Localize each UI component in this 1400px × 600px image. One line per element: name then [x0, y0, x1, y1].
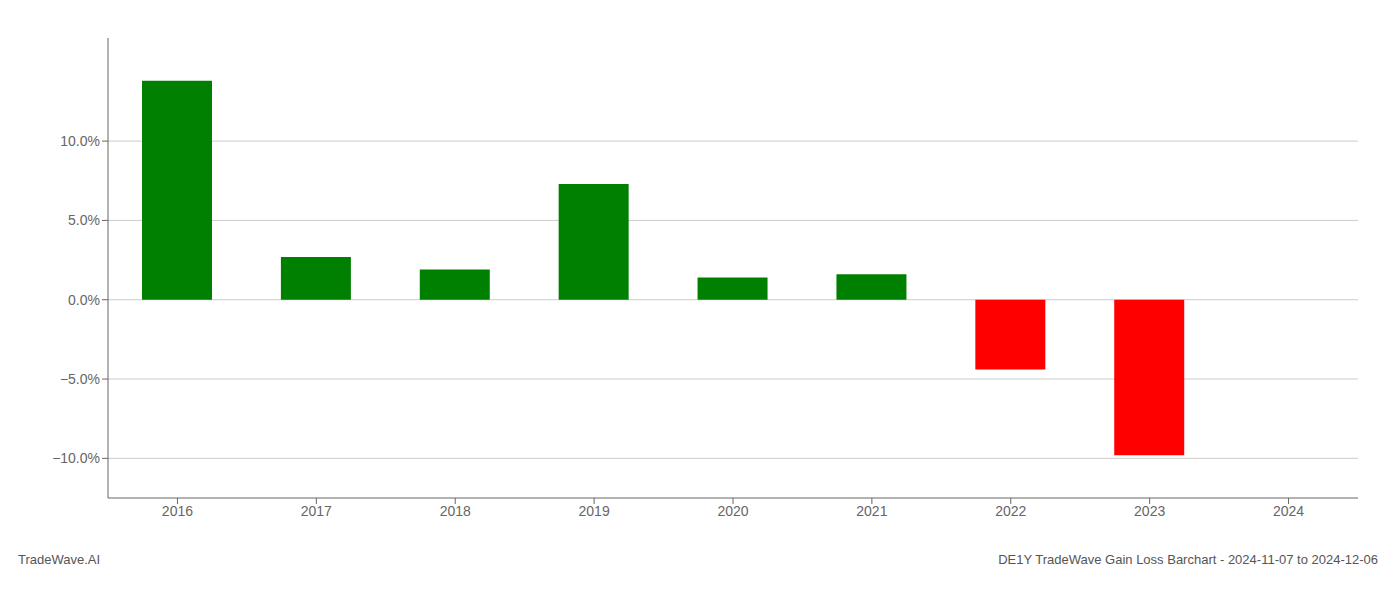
svg-text:2020: 2020 [717, 503, 748, 519]
html-text:TradeWave.AI: TradeWave.AI [18, 552, 101, 567]
svg-text:2021: 2021 [856, 503, 887, 519]
svg-text:−5.0%: −5.0% [60, 371, 100, 387]
svg-text:2018: 2018 [440, 503, 471, 519]
svg-text:0.0%: 0.0% [68, 292, 100, 308]
svg-text:2019: 2019 [579, 503, 610, 519]
svg-text:2017: 2017 [301, 503, 332, 519]
svg-text:−10.0%: −10.0% [52, 450, 100, 466]
svg-text:2016: 2016 [162, 503, 193, 519]
svg-text:5.0%: 5.0% [68, 212, 100, 228]
svg-text:2022: 2022 [995, 503, 1026, 519]
html-text:DE1Y TradeWave Gain Loss Barch: DE1Y TradeWave Gain Loss Barchart - 2024… [998, 552, 1378, 567]
svg-text:2024: 2024 [1273, 503, 1304, 519]
svg-text:2023: 2023 [1134, 503, 1165, 519]
svg-text:10.0%: 10.0% [60, 133, 100, 149]
